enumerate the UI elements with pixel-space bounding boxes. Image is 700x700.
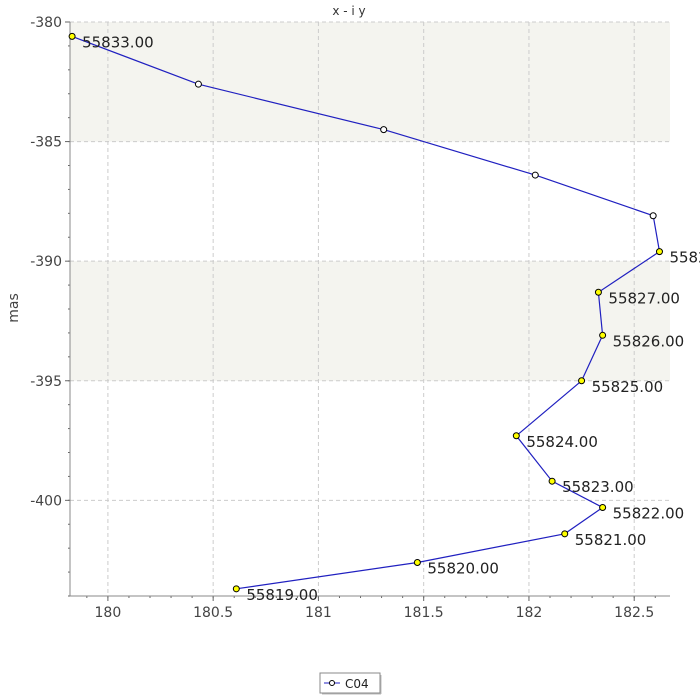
- chart-title: x - i y: [332, 4, 365, 18]
- legend[interactable]: C04: [319, 672, 382, 695]
- point-label-8: 55827.00: [608, 289, 680, 307]
- point-label-7: 55826.00: [613, 332, 685, 350]
- y-tick-label-0: -380: [30, 15, 62, 31]
- x-tick-label-2: 181: [305, 605, 332, 621]
- shaded-band-1: [70, 261, 670, 381]
- shaded-band-0: [70, 22, 670, 142]
- tick-labels: 180 180.5 181 181.5 182 182.5 -380 -385 -390 -395…: [30, 15, 654, 621]
- data-point-11: [531, 171, 539, 179]
- x-tick-label-1: 180.5: [193, 605, 233, 621]
- y-tick-label-4: -400: [30, 493, 62, 509]
- point-label-4: 55823.00: [562, 478, 634, 496]
- data-point-4: [548, 477, 556, 485]
- point-label-2: 55821.00: [575, 531, 647, 549]
- data-point-6: [578, 377, 586, 385]
- data-point-13: [194, 80, 202, 88]
- x-tick-label-0: 180: [95, 605, 122, 621]
- data-series: [68, 32, 663, 593]
- y-axis-title: mas: [6, 293, 22, 323]
- legend-swatch-marker: [329, 680, 335, 686]
- y-tick-label-2: -390: [30, 254, 62, 270]
- data-point-0: [232, 585, 240, 593]
- point-label-1: 55820.00: [427, 560, 499, 578]
- x-tick-label-4: 182: [516, 605, 543, 621]
- point-label-6: 55825.00: [592, 378, 664, 396]
- data-point-14: [68, 32, 76, 40]
- point-label-5: 55824.00: [526, 433, 598, 451]
- point-label-0: 55819.00: [246, 586, 318, 604]
- data-point-3: [599, 504, 607, 512]
- data-point-12: [380, 126, 388, 134]
- data-point-9: [655, 248, 663, 256]
- data-point-1: [413, 559, 421, 567]
- point-labels: 55819.00 55820.00 55821.00 55822.00 55823.00…: [82, 33, 700, 603]
- data-point-2: [561, 530, 569, 538]
- point-label-3: 55822.00: [613, 505, 685, 523]
- legend-swatch: [324, 680, 340, 686]
- data-point-10: [649, 212, 657, 220]
- y-tick-label-3: -395: [30, 374, 62, 390]
- grid-lines: [70, 21, 670, 596]
- data-point-8: [594, 288, 602, 296]
- x-tick-label-5: 182.5: [614, 605, 654, 621]
- legend-box: [319, 672, 381, 694]
- point-label-9: 5582: [669, 249, 700, 267]
- point-label-14: 55833.00: [82, 33, 154, 51]
- x-tick-label-3: 181.5: [404, 605, 444, 621]
- legend-label: C04: [345, 677, 369, 691]
- y-tick-label-1: -385: [30, 135, 62, 151]
- plot-background: [70, 22, 670, 596]
- axes: [65, 21, 670, 601]
- data-point-5: [512, 432, 520, 440]
- data-point-7: [599, 331, 607, 339]
